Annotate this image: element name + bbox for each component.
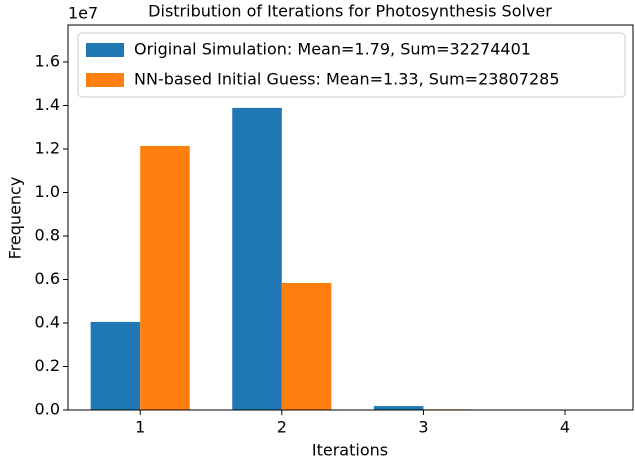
chart-title: Distribution of Iterations for Photosynt… xyxy=(148,2,552,21)
bar xyxy=(90,321,141,410)
plot-frame xyxy=(67,24,634,411)
y-offset-label: 1e7 xyxy=(68,4,98,23)
y-tick-label: 0.8 xyxy=(35,225,60,244)
y-tick-label: 0.2 xyxy=(35,356,60,375)
x-tick-label: 4 xyxy=(560,418,570,437)
legend-label: Original Simulation: Mean=1.79, Sum=3227… xyxy=(134,40,531,59)
y-tick-label: 0.0 xyxy=(35,400,60,419)
y-axis-label: Frequency xyxy=(6,177,25,260)
bar xyxy=(281,282,332,410)
y-tick-label: 1.6 xyxy=(35,51,60,70)
bar xyxy=(373,406,424,410)
bar xyxy=(140,145,190,410)
bar xyxy=(232,107,282,411)
x-axis-label: Iterations xyxy=(312,441,388,460)
x-tick-label: 3 xyxy=(418,418,428,437)
legend-swatch xyxy=(86,43,124,57)
legend-box xyxy=(77,32,626,98)
legend-label: NN-based Initial Guess: Mean=1.33, Sum=2… xyxy=(134,70,560,89)
x-tick-label: 2 xyxy=(277,418,287,437)
x-tick-label: 1 xyxy=(135,418,145,437)
legend-swatch xyxy=(86,73,124,87)
y-tick-label: 1.2 xyxy=(35,138,60,157)
y-tick-label: 0.4 xyxy=(35,312,60,331)
y-tick-label: 0.6 xyxy=(35,269,60,288)
y-tick-label: 1.0 xyxy=(35,182,60,201)
y-tick-label: 1.4 xyxy=(35,95,60,114)
